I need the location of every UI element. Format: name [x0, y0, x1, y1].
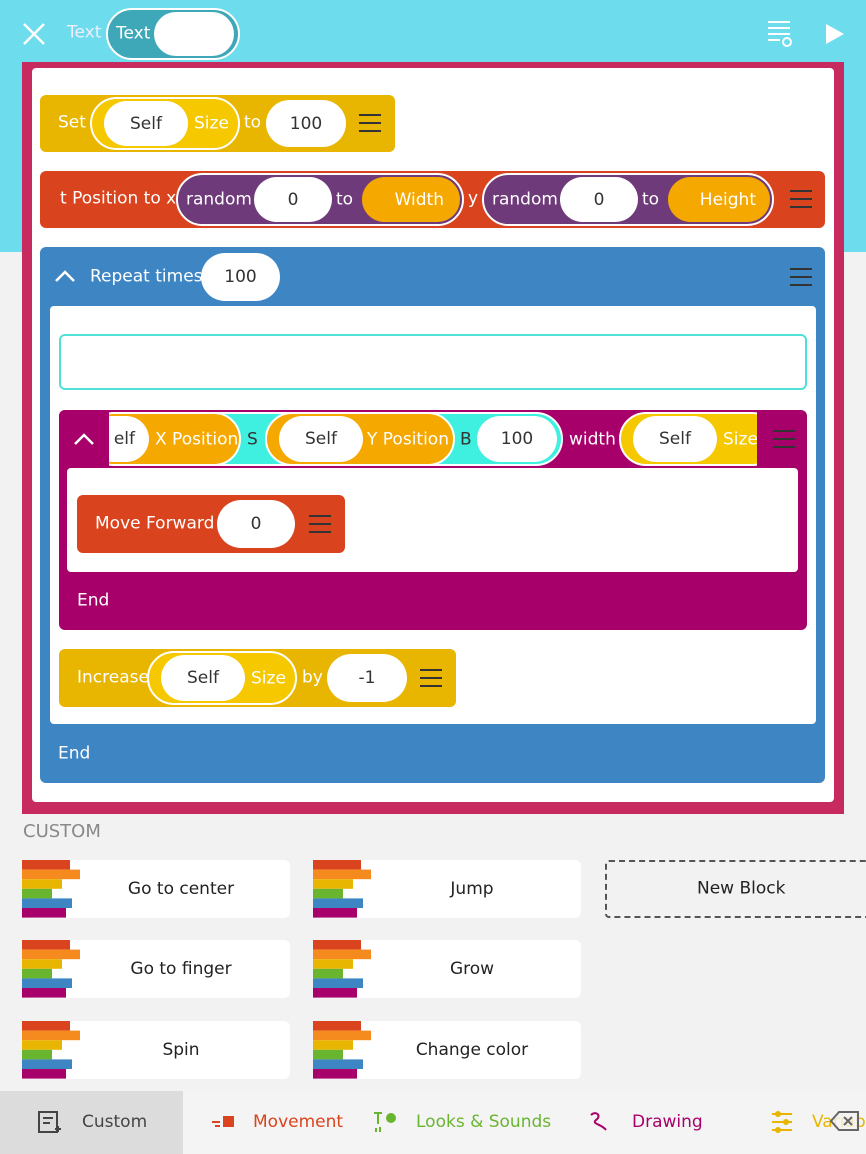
position-block[interactable]: t Position to x random 0 to Width y rand… [40, 171, 825, 228]
new-block-label: New Block [697, 878, 786, 899]
rainbow-icon [313, 940, 371, 998]
menu[interactable] [790, 268, 812, 286]
custom-block-label: Go to center [127, 879, 235, 899]
params: elf X Position S Self Y Position B 100 w… [107, 412, 757, 466]
object: elf [107, 416, 149, 462]
random: random [186, 189, 252, 210]
looks-icon [374, 1112, 396, 1132]
end: End [58, 743, 91, 764]
random-pill: random 0 to Width [176, 173, 464, 226]
pill-label: Text [116, 23, 151, 44]
min[interactable]: 0 [560, 177, 638, 222]
object-pill: Self Y Position [265, 412, 455, 466]
label: Move Forward [95, 513, 215, 534]
custom-block[interactable]: Change color [313, 1021, 581, 1079]
label: Repeat times [90, 266, 203, 287]
custom-block[interactable]: Go to finger [22, 940, 290, 998]
random: random [492, 189, 558, 210]
label: Set [58, 112, 86, 133]
increase-block[interactable]: Increase Self Size by -1 [59, 649, 456, 707]
custom-icon [38, 1111, 61, 1133]
custom-block-label: Jump [450, 879, 494, 899]
rainbow-icon [313, 1021, 371, 1079]
collapse-icon[interactable] [73, 432, 95, 446]
text-pill[interactable]: Text [106, 8, 240, 60]
value[interactable]: -1 [327, 654, 407, 702]
collapse-bg [59, 410, 109, 468]
close-icon[interactable] [22, 22, 46, 46]
b: B [460, 429, 472, 450]
label: t Position to x [60, 188, 177, 209]
menu[interactable] [773, 430, 795, 448]
y: y [468, 188, 479, 209]
custom-block-label: Go to finger [130, 959, 232, 979]
custom-block[interactable]: Spin [22, 1021, 290, 1079]
custom-block[interactable]: Jump [313, 860, 581, 918]
max: Height [668, 177, 770, 222]
set-block[interactable]: Set Self Size to 100 [40, 95, 395, 152]
drawing-icon [590, 1112, 607, 1131]
tab[interactable]: Looks & Sounds [416, 1112, 552, 1132]
delete-icon[interactable] [830, 1110, 860, 1132]
custom-block-label: Grow [449, 959, 495, 979]
object-pill: elf X Position [107, 412, 241, 466]
variables-icon [772, 1111, 792, 1133]
pill-oval [154, 12, 234, 56]
play-icon[interactable] [824, 22, 846, 46]
object: Self [161, 655, 245, 701]
property: Size [723, 429, 757, 450]
movement-icon [212, 1116, 234, 1127]
custom-block-label: Change color [415, 1040, 529, 1060]
section-heading: CUSTOM [23, 821, 101, 842]
collapse-icon[interactable] [54, 269, 76, 283]
end: End [77, 590, 110, 611]
width: width [569, 429, 616, 450]
custom-block[interactable]: Grow [313, 940, 581, 998]
object: Self [279, 416, 363, 462]
to: to [244, 112, 262, 133]
property: Size [251, 668, 286, 689]
menu[interactable] [420, 669, 442, 687]
tab-selected [0, 1091, 183, 1154]
custom-block-label: Spin [162, 1040, 200, 1060]
rainbow-icon [313, 860, 371, 918]
new-block[interactable]: New Block [605, 860, 866, 918]
rainbow-icon [22, 940, 80, 998]
object: Self [633, 416, 717, 462]
tab-label[interactable]: Text [67, 22, 102, 43]
move-block[interactable]: Move Forward 0 [77, 495, 345, 553]
menu[interactable] [309, 515, 331, 533]
custom-block[interactable]: Go to center [22, 860, 290, 918]
tab[interactable]: Custom [82, 1112, 148, 1132]
preview-icon[interactable] [768, 20, 794, 48]
value[interactable]: 100 [266, 100, 346, 147]
to: to [642, 189, 660, 210]
tab[interactable]: Drawing [632, 1112, 703, 1132]
object-pill: Self Size [90, 97, 240, 150]
random-pill: random 0 to Height [482, 173, 774, 226]
drop-slot [59, 334, 807, 390]
property: X Position [155, 429, 239, 450]
object-pill: Self Size [147, 651, 297, 705]
rainbow-icon [22, 860, 80, 918]
property: Size [194, 113, 229, 134]
top-bar: Text Text [0, 0, 866, 65]
property: Y Position [367, 429, 449, 450]
menu[interactable] [790, 190, 812, 208]
tab[interactable]: Movement [253, 1112, 344, 1132]
value[interactable]: 100 [477, 416, 557, 462]
object: Self [104, 101, 188, 146]
to: to [336, 189, 354, 210]
menu[interactable] [359, 114, 381, 132]
label: Increase [77, 667, 149, 688]
rainbow-icon [22, 1021, 80, 1079]
object-pill: Self Size [619, 412, 757, 466]
by: by [302, 667, 323, 688]
s: S [247, 429, 258, 450]
max: Width [362, 177, 460, 222]
value[interactable]: 0 [217, 500, 295, 548]
min[interactable]: 0 [254, 177, 332, 222]
value[interactable]: 100 [201, 253, 280, 301]
